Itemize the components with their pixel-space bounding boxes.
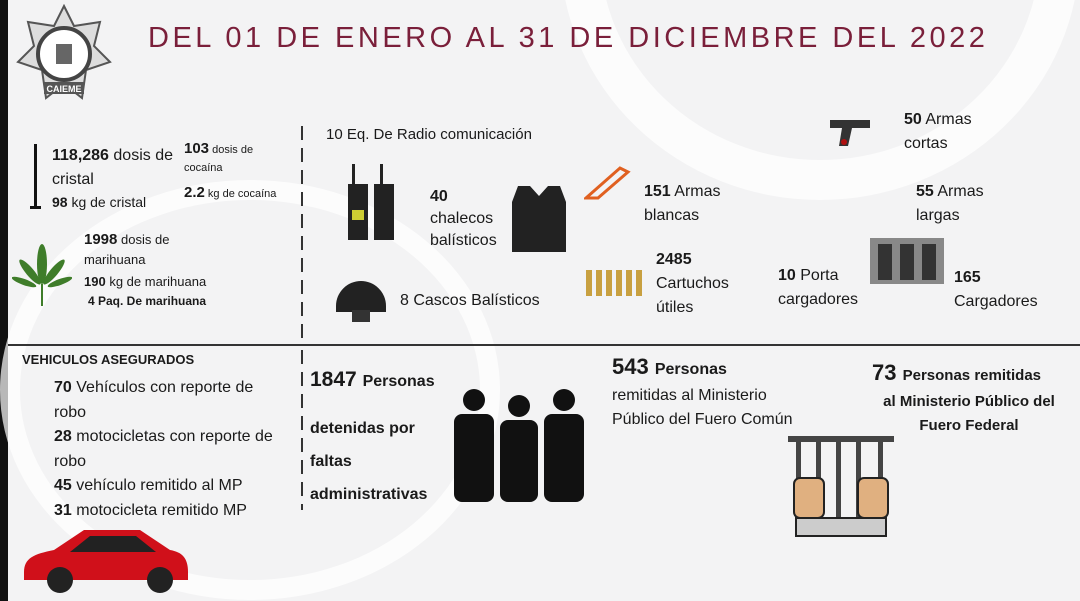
divider bbox=[301, 350, 303, 510]
comun-stat-num: 543 Personas bbox=[612, 354, 727, 379]
logo-text: CAIEME bbox=[46, 84, 81, 94]
divider bbox=[301, 126, 303, 344]
largas-stat: 55 Armas largas bbox=[916, 183, 984, 224]
helmet-icon bbox=[336, 281, 386, 322]
handgun-icon bbox=[830, 120, 870, 146]
page-title: DEL 01 DE ENERO AL 31 DE DICIEMBRE DEL 2… bbox=[148, 22, 989, 54]
detained-people-icon bbox=[454, 389, 584, 502]
cartuchos-stat: 2485 Cartuchos útiles bbox=[656, 251, 729, 316]
blancas-stat: 151 Armas blancas bbox=[644, 183, 721, 224]
radio-icon bbox=[348, 164, 394, 240]
cascos-stat: 8 Cascos Balísticos bbox=[400, 292, 540, 309]
marihuana-stat: 1998 dosis de marihuana bbox=[84, 231, 170, 267]
cocaina-stat: 103 dosis de cocaína bbox=[184, 140, 254, 174]
vehicle-item: 31 motocicleta remitido MP bbox=[54, 501, 247, 519]
marijuana-leaf-icon bbox=[12, 244, 72, 306]
cristal-kg: 98 kg de cristal bbox=[52, 194, 147, 210]
radio-stat: 10 Eq. De Radio comunicación bbox=[326, 126, 532, 143]
handcuffed-hands-jail-icon bbox=[788, 436, 894, 537]
federal-stat-text: al Ministerio Público del Fuero Federal bbox=[883, 393, 1055, 434]
vehicle-item: 45 vehículo remitido al MP bbox=[54, 477, 243, 494]
car-icon bbox=[24, 530, 188, 593]
admin-stat-text: detenidas por faltas administrativas bbox=[310, 420, 428, 503]
vehicle-item: 28 motocicletas con reporte de robo bbox=[54, 428, 273, 470]
left-border bbox=[0, 0, 8, 601]
vehicles-heading: VEHICULOS ASEGURADOS bbox=[22, 352, 195, 367]
magazines-icon bbox=[870, 238, 944, 284]
cortas-stat: 50 Armas cortas bbox=[904, 111, 972, 152]
chalecos-stat: 40 chalecos balísticos bbox=[430, 188, 497, 249]
police-badge-star-icon: CAIEME bbox=[16, 4, 112, 100]
bullets-icon bbox=[586, 270, 642, 296]
marihuana-kg: 190 kg de marihuana bbox=[84, 274, 207, 289]
comun-stat-text: remitidas al Ministerio Público del Fuer… bbox=[612, 387, 793, 428]
marihuana-paq: 4 Paq. De marihuana bbox=[88, 294, 207, 308]
cocaina-kg: 2.2 kg de cocaína bbox=[184, 184, 277, 201]
admin-stat-num: 1847 Personas bbox=[310, 368, 435, 391]
federal-stat-num: 73 Personas remitidas bbox=[872, 360, 1042, 385]
vest-icon bbox=[512, 186, 566, 252]
cristal-stat: 118,286 dosis de cristal bbox=[52, 147, 173, 188]
vehicle-item: 70 Vehículos con reporte de robo bbox=[54, 379, 254, 421]
vehicles-list: 70 Vehículos con reporte de robo 28 moto… bbox=[54, 376, 284, 523]
syringe-icon bbox=[30, 144, 41, 209]
knife-icon bbox=[584, 166, 631, 200]
porta-stat: 10 Porta cargadores bbox=[778, 267, 859, 308]
divider bbox=[8, 344, 1080, 346]
cargadores-stat: 165 Cargadores bbox=[954, 269, 1038, 310]
